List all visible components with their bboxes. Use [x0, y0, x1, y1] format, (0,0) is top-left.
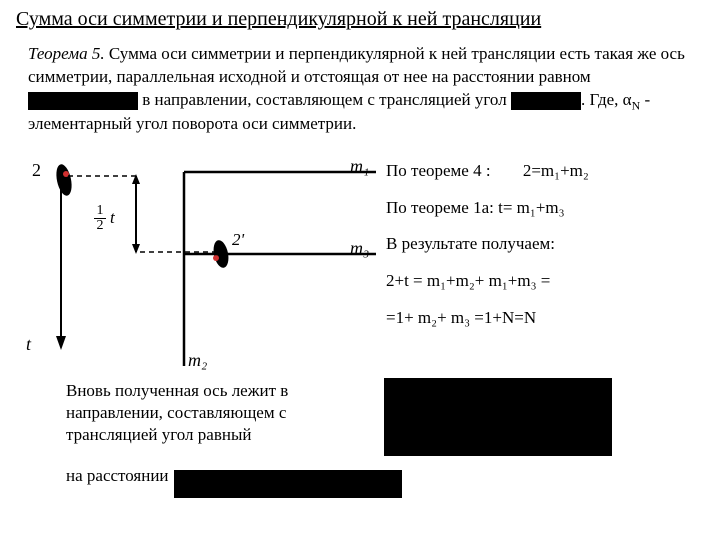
eq-row-3: В результате получаем: [386, 229, 704, 260]
label-m3: m₃ [350, 238, 369, 259]
alpha-sub: N [632, 98, 641, 112]
theorem-part2: в направлении, составляющем с трансляцие… [138, 90, 511, 109]
theorem-part3: . Где, α [581, 90, 632, 109]
theorem-part1: Сумма оси симметрии и перпендикулярной к… [28, 44, 685, 86]
eq-row-5: =1+ m₂+ m₃ =1+N=N [386, 303, 704, 334]
eq-row-4: 2+t = m₁+m₂+ m₁+m₃ = [386, 266, 704, 297]
bottom-block: Вновь полученная ось лежит в направлении… [66, 380, 706, 486]
redacted-box-1 [28, 92, 138, 110]
label-m2: m₂ [188, 350, 207, 371]
label-m1: m₁ [350, 156, 369, 177]
theorem-label: Теорема 5. [28, 44, 105, 63]
theorem-text: Теорема 5. Сумма оси симметрии и перпенд… [28, 43, 692, 136]
label-half-t-t: t [110, 208, 115, 228]
label-2prime: 2' [232, 230, 244, 250]
diagram: 2 t 1 2 t 2' m₁ m₃ m₂ [16, 156, 386, 376]
redacted-big-1 [384, 378, 612, 456]
eq-row-1: По теореме 4 : 2=m₁+m₂ [386, 156, 704, 187]
label-2: 2 [32, 160, 41, 181]
label-t: t [26, 334, 31, 355]
diagram-svg [16, 156, 386, 376]
redacted-big-2 [174, 470, 402, 498]
content-row: 2 t 1 2 t 2' m₁ m₃ m₂ По теореме 4 : 2=m… [16, 156, 704, 376]
eq1a: По теореме 4 : [386, 161, 491, 180]
redacted-box-2 [511, 92, 581, 110]
frac-num: 1 [94, 204, 106, 219]
frac-den: 2 [94, 219, 106, 233]
eq1b: 2=m₁+m₂ [523, 156, 589, 187]
label-half-t: 1 2 [94, 204, 106, 233]
bottom-text1: Вновь полученная ось лежит в направлении… [66, 380, 366, 446]
page-title: Сумма оси симметрии и перпендикулярной к… [16, 8, 704, 31]
eq-row-2: По теореме 1а: t= m₁+m₃ [386, 193, 704, 224]
equations: По теореме 4 : 2=m₁+m₂ По теореме 1а: t=… [386, 156, 704, 376]
